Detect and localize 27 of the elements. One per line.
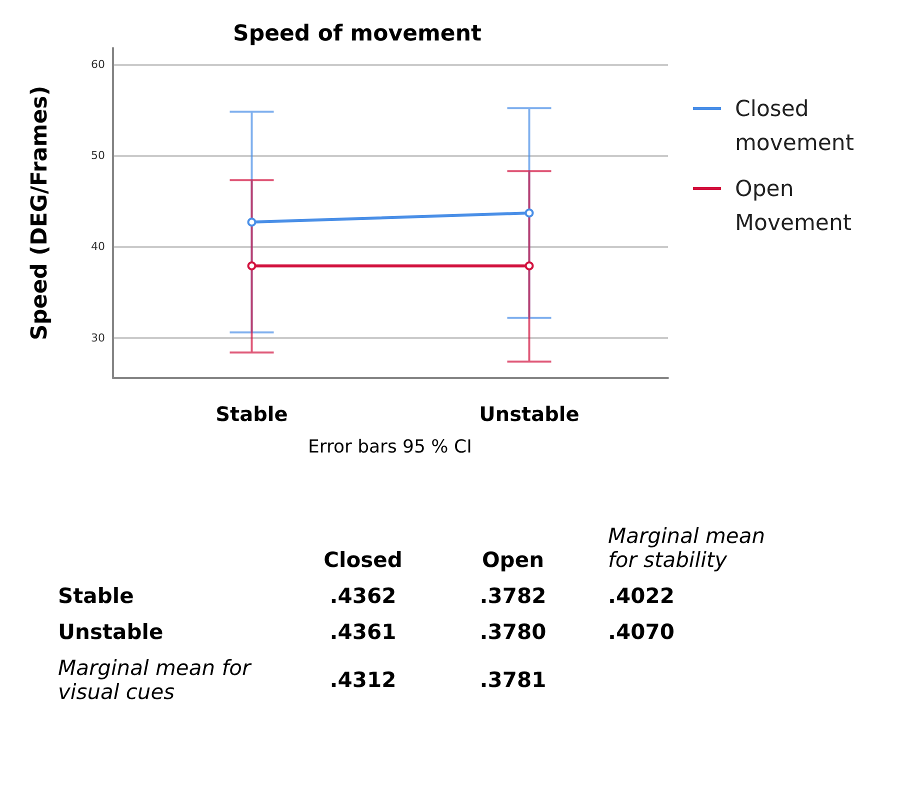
- category-label: Stable: [58, 584, 134, 608]
- legend-label: Closed movement: [735, 96, 855, 158]
- y-axis-title: Speed (DEG/Frames): [28, 86, 52, 340]
- point: [524, 208, 534, 218]
- point: [247, 261, 256, 270]
- text: .4361: [330, 620, 396, 644]
- y-tick-label: 30: [91, 331, 105, 344]
- y-tick-label: 60: [91, 58, 105, 71]
- text: .4070: [608, 620, 674, 644]
- chart-title: Speed of movement: [233, 22, 482, 46]
- y-tick-label: 50: [91, 149, 105, 162]
- text: .4022: [608, 584, 674, 608]
- point: [247, 218, 256, 227]
- category-label: Closed: [322, 547, 404, 574]
- text: .3782: [480, 584, 546, 608]
- legend-label: Open Movement: [735, 176, 853, 238]
- text: .4312: [330, 668, 396, 692]
- point: [524, 261, 534, 270]
- category-label: Open: [480, 547, 546, 574]
- category-label: Marginal mean for stability: [607, 523, 766, 574]
- category-label: Marginal mean for visual cues: [58, 656, 251, 704]
- y-tick-label: 40: [91, 240, 105, 254]
- text: .3781: [480, 668, 546, 692]
- text: .3780: [480, 620, 546, 644]
- text: .4362: [330, 584, 396, 608]
- category-label: Unstable: [58, 620, 164, 644]
- text: Error bars 95 % CI: [308, 436, 472, 458]
